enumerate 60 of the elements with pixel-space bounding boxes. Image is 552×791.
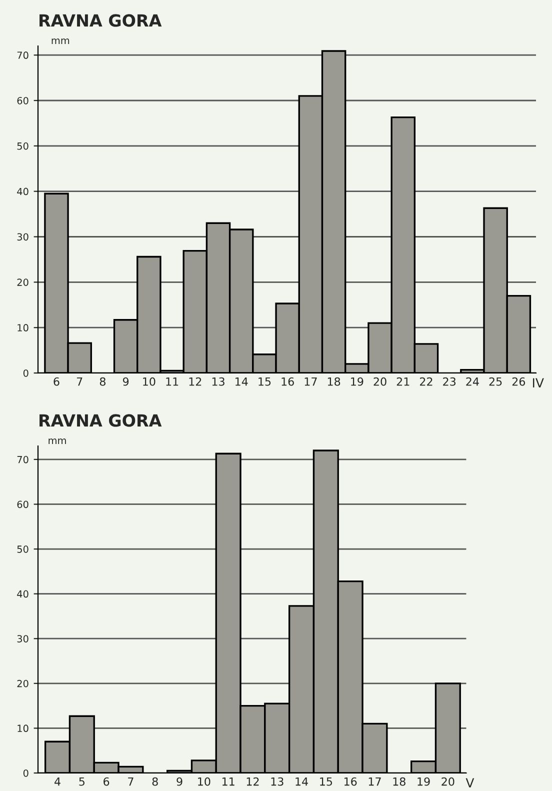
y-tick-label: 10 <box>18 724 28 732</box>
x-tick-label: 11 <box>166 378 178 386</box>
x-tick-label: 13 <box>212 377 224 386</box>
x-tick-label: 17 <box>368 778 381 786</box>
y-tick-label: 40 <box>17 590 28 598</box>
y-tick-label: 60 <box>17 96 28 104</box>
x-tick-label: 12 <box>189 377 202 386</box>
x-tick-label: 12 <box>246 777 259 786</box>
x-tick-label: 4 <box>54 778 60 786</box>
x-tick-label: 23 <box>443 377 456 386</box>
x-tick-label: 19 <box>418 777 430 786</box>
x-tick-label: 18 <box>328 377 340 386</box>
x-tick-label: 21 <box>396 377 410 386</box>
y-tick-label: 20 <box>17 680 28 688</box>
x-tick-label: 18 <box>393 777 406 786</box>
x-tick-label: 20 <box>442 777 454 786</box>
x-tick-label: 15 <box>258 378 271 386</box>
x-tick-label: 17 <box>304 378 317 386</box>
y-tick-label: 30 <box>17 233 28 241</box>
chart-title: RAVNA GORA <box>40 414 162 427</box>
x-tick-label: 25 <box>489 377 502 386</box>
x-tick-label: 10 <box>143 377 156 386</box>
x-tick-label: 16 <box>282 377 294 386</box>
x-tick-label: 6 <box>54 377 60 386</box>
x-tick-label: 11 <box>222 778 234 786</box>
y-tick-label: 60 <box>17 500 28 508</box>
y-tick-label: 40 <box>17 188 28 196</box>
x-tick-label: 7 <box>128 778 134 786</box>
chart-title: RAVNA GORA <box>40 14 162 27</box>
y-axis-title: mm <box>48 438 66 444</box>
y-tick-label: 70 <box>17 52 28 59</box>
x-tick-label: 16 <box>344 777 357 786</box>
x-tick-label: 20 <box>374 377 386 386</box>
x-tick-label: 22 <box>420 377 432 386</box>
y-tick-label: 0 <box>23 369 28 377</box>
x-axis-title: IV <box>532 378 544 388</box>
y-tick-label: 0 <box>23 769 28 777</box>
x-tick-label: 6 <box>104 777 110 786</box>
x-tick-label: 9 <box>122 377 129 386</box>
y-tick-label: 30 <box>17 635 28 642</box>
x-tick-label: 10 <box>198 777 210 786</box>
x-tick-label: 15 <box>320 778 332 786</box>
x-tick-label: 14 <box>296 778 308 786</box>
y-tick-label: 70 <box>17 456 28 464</box>
x-tick-label: 13 <box>271 777 284 786</box>
y-tick-label: 50 <box>17 142 28 150</box>
x-tick-label: 26 <box>512 377 526 386</box>
y-tick-label: 50 <box>17 546 28 553</box>
y-tick-label: 10 <box>18 324 28 332</box>
x-axis-title: V <box>466 778 474 788</box>
y-axis-title: mm <box>52 38 70 44</box>
x-tick-label: 24 <box>466 377 479 386</box>
x-tick-label: 7 <box>76 378 82 386</box>
x-tick-label: 8 <box>152 777 158 786</box>
y-tick-label: 20 <box>17 278 28 286</box>
x-tick-label: 19 <box>351 377 364 386</box>
x-tick-label: 14 <box>236 378 248 386</box>
x-tick-label: 9 <box>176 777 182 786</box>
x-tick-label: 5 <box>79 778 84 786</box>
x-tick-label: 8 <box>100 377 106 386</box>
